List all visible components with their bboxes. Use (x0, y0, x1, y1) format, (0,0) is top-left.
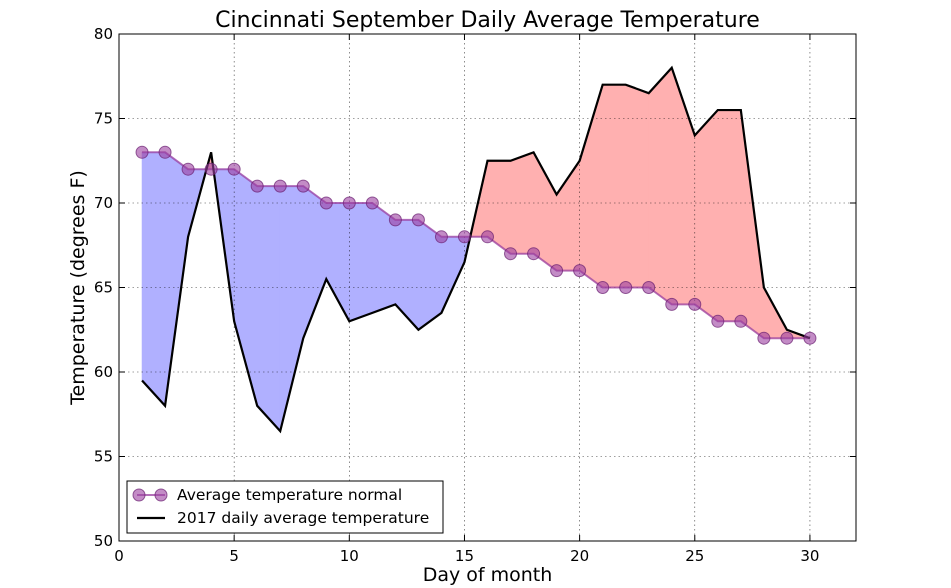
x-tick-label: 0 (114, 547, 124, 565)
data-point-normal (619, 281, 633, 294)
fill-segment (302, 185, 327, 339)
data-point-normal (711, 314, 725, 328)
fill-segment (602, 84, 626, 288)
fill-segment (349, 202, 373, 322)
fill-segment (164, 151, 189, 406)
data-point-normal (365, 196, 379, 210)
data-point-normal (527, 247, 541, 261)
y-tick-label: 65 (94, 279, 113, 297)
y-tick-label: 80 (94, 25, 113, 43)
data-point-normal (481, 230, 494, 244)
data-point-normal (273, 179, 287, 193)
x-tick-label: 5 (229, 547, 239, 565)
fill-segment (579, 84, 603, 289)
data-point-normal (688, 297, 702, 311)
data-point-normal (457, 230, 471, 244)
fill-segment (441, 236, 465, 313)
data-point-normal (388, 213, 402, 227)
series-line-2017 (141, 65, 811, 434)
difference-fill-areas (141, 67, 811, 432)
fill-segment (510, 151, 534, 254)
fill-segment (648, 67, 673, 305)
data-point-normal (757, 331, 771, 345)
legend-label-normal: Average temperature normal (177, 486, 402, 504)
x-tick-label: 30 (800, 547, 819, 565)
data-point-normal (665, 297, 679, 311)
data-point-normal (573, 264, 587, 278)
legend-box (126, 480, 444, 534)
data-point-normal (550, 264, 564, 278)
x-axis-label: Day of month (423, 564, 553, 586)
x-tick-label: 15 (455, 547, 474, 565)
legend-swatch-normal-marker (132, 488, 146, 502)
y-tick-label: 60 (94, 363, 113, 381)
data-point-normal (227, 162, 241, 176)
data-point-normal (204, 162, 218, 176)
fill-segment (717, 109, 742, 322)
x-tick-label: 25 (685, 547, 704, 565)
x-tick-label: 10 (340, 547, 359, 565)
y-tick-label: 70 (94, 194, 113, 212)
data-point-normal (734, 314, 748, 328)
data-point-normal (642, 281, 656, 294)
fill-segment (325, 202, 350, 322)
fill-segment (279, 185, 304, 432)
y-tick-label: 55 (94, 448, 113, 466)
y-tick-label: 75 (94, 110, 113, 128)
x-tick-label: 20 (570, 547, 589, 565)
data-point-normal (504, 247, 518, 261)
data-point-normal (135, 145, 149, 159)
legend-swatch-normal-marker (154, 488, 168, 502)
data-point-normal (780, 331, 794, 345)
fill-segment (694, 109, 719, 322)
fill-segment (395, 219, 419, 331)
data-point-normal (158, 145, 172, 159)
data-point-normal (434, 230, 448, 244)
normal-markers (135, 145, 817, 345)
legend-label-2017: 2017 daily average temperature (177, 509, 429, 527)
data-point-normal (319, 196, 333, 210)
y-tick-label: 50 (94, 532, 113, 550)
data-point-normal (803, 331, 817, 345)
axis-ticks: 0 5 10 15 20 25 30 50 55 60 65 70 75 80 (94, 25, 856, 565)
y-axis-label: Temperature (degrees F) (67, 170, 89, 406)
fill-segment (625, 84, 650, 288)
data-point-normal (296, 179, 310, 193)
data-point-normal (411, 213, 425, 227)
legend: Average temperature normal 2017 daily av… (126, 480, 444, 534)
data-point-normal (250, 179, 264, 193)
fill-segment (256, 185, 281, 432)
data-point-normal (342, 196, 356, 210)
chart-title: Cincinnati September Daily Average Tempe… (215, 8, 760, 33)
grid-lines (119, 34, 856, 541)
data-point-normal (596, 281, 610, 294)
data-point-normal (181, 162, 195, 176)
fill-segment (141, 152, 166, 407)
